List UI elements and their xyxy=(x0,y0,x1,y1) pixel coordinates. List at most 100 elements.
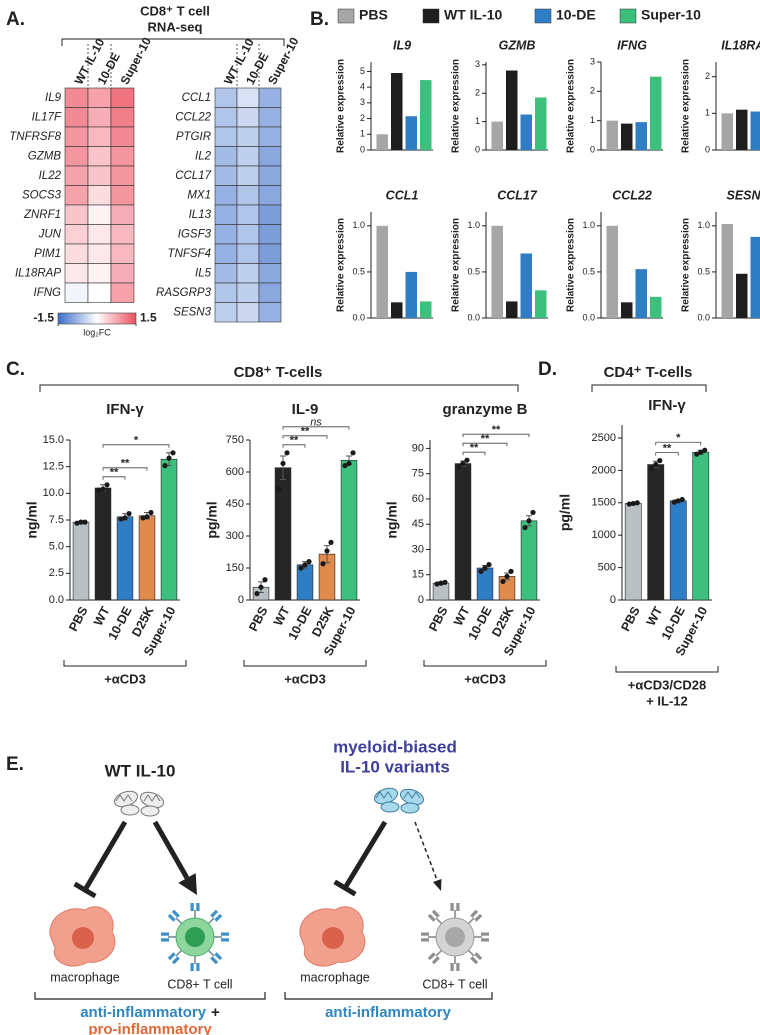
cell-label: CD8+ T cell xyxy=(422,977,487,991)
bar xyxy=(405,271,417,318)
bar xyxy=(420,80,432,150)
data-point xyxy=(508,568,514,574)
legend-swatch xyxy=(534,8,552,24)
y-tick-label: 1 xyxy=(360,129,365,139)
y-tick-label: 1500 xyxy=(592,497,616,509)
data-point xyxy=(698,449,704,455)
heatmap-cell xyxy=(110,165,135,186)
macrophage-icon xyxy=(299,906,366,967)
heatmap-cell xyxy=(87,204,112,225)
bar xyxy=(669,500,687,601)
t-cell-icon xyxy=(420,902,490,972)
x-tick-label: PBS xyxy=(66,604,90,633)
bar xyxy=(621,302,633,318)
legend-label: 10-DE xyxy=(556,7,596,23)
legend-swatch xyxy=(422,8,440,24)
y-tick-label: 500 xyxy=(598,561,616,573)
legend-swatch xyxy=(619,8,637,24)
gene-label: SOCS3 xyxy=(22,189,62,201)
y-tick-label: 3 xyxy=(475,59,480,69)
heatmap-cell xyxy=(214,243,238,264)
y-tick-label: 450 xyxy=(226,498,244,510)
gene-label: CCL1 xyxy=(182,92,211,104)
group-bracket xyxy=(39,384,519,392)
heatmap-cell xyxy=(87,224,112,245)
gene-label: GZMB xyxy=(28,150,62,162)
significance-bracket xyxy=(102,476,126,480)
arrow-head xyxy=(433,879,442,891)
significance-label: * xyxy=(676,432,681,444)
y-tick-label: 3 xyxy=(590,56,595,66)
data-point xyxy=(320,561,326,567)
y-tick-label: 1000 xyxy=(592,529,616,541)
heatmap-cell xyxy=(64,263,89,284)
heatmap-cell xyxy=(87,87,112,108)
y-tick-label: 3 xyxy=(360,97,365,107)
significance-label: ** xyxy=(470,442,479,454)
legend-label: PBS xyxy=(359,7,388,23)
macrophage-icon xyxy=(49,906,116,967)
heatmap-cell xyxy=(258,107,282,128)
bar xyxy=(94,487,112,601)
data-point xyxy=(100,486,106,492)
y-tick-label: 2.5 xyxy=(49,567,64,579)
heatmap-cell xyxy=(236,263,260,284)
condition-label: + IL-12 xyxy=(646,693,688,708)
heatmap-cell xyxy=(214,302,238,323)
diagram-title: WT IL-10 xyxy=(105,761,176,780)
heatmap-cell xyxy=(258,224,282,245)
data-point xyxy=(653,461,659,468)
bar xyxy=(491,225,503,318)
y-tick-label: 2 xyxy=(360,113,365,123)
data-point xyxy=(262,577,268,583)
data-point xyxy=(456,464,462,470)
heatmap-cell xyxy=(64,126,89,147)
gene-label: RASGRP3 xyxy=(156,287,212,299)
heatmap-cell xyxy=(236,282,260,303)
y-tick-label: 2500 xyxy=(592,432,616,444)
bar xyxy=(650,296,662,318)
arrow-head xyxy=(178,873,197,895)
colorbar-tick-label: 1.5 xyxy=(140,311,157,325)
diagram: WT IL-10 myeloid-biased IL-10 variants xyxy=(34,737,493,1035)
y-tick-label: 0.5 xyxy=(697,266,710,276)
y-tick-label: 5 xyxy=(360,66,365,76)
y-tick-label: 90 xyxy=(412,442,424,454)
subplot-title: CCL22 xyxy=(612,188,652,202)
data-point xyxy=(438,580,444,586)
gene-label: CCL17 xyxy=(175,170,211,182)
x-tick-label: PBS xyxy=(618,604,642,633)
heatmap-cell xyxy=(110,126,135,147)
bar xyxy=(520,253,532,318)
data-point xyxy=(649,465,655,472)
heatmap-cell xyxy=(214,146,238,167)
y-tick-label: 2 xyxy=(590,86,595,96)
y-tick-label: 150 xyxy=(226,562,244,574)
x-tick-label: PBS xyxy=(426,604,450,633)
significance-bracket xyxy=(102,444,170,448)
column-label: Super-10 xyxy=(118,35,155,87)
y-axis-label: pg/ml xyxy=(204,501,220,538)
heatmap-cell xyxy=(214,185,238,206)
heatmap-cell xyxy=(64,146,89,167)
panel-label: E. xyxy=(6,754,24,775)
heatmap-cell xyxy=(258,282,282,303)
y-tick-label: 0 xyxy=(590,144,595,154)
data-point xyxy=(126,510,132,517)
legend-swatch xyxy=(337,8,355,24)
data-point xyxy=(302,562,308,568)
cell-label: macrophage xyxy=(50,970,120,984)
y-tick-label: 1.0 xyxy=(697,220,710,230)
y-tick-label: 2000 xyxy=(592,464,616,476)
data-point xyxy=(694,451,700,457)
y-tick-label: 0.5 xyxy=(467,266,480,276)
group-bracket xyxy=(591,384,707,392)
significance-bracket xyxy=(655,441,702,446)
heatmap-cell xyxy=(110,224,135,245)
heatmap-cell xyxy=(110,263,135,284)
condition-bracket xyxy=(423,660,547,667)
heatmap-cell xyxy=(87,107,112,128)
gene-label: IL5 xyxy=(195,267,212,279)
bar xyxy=(606,120,618,150)
